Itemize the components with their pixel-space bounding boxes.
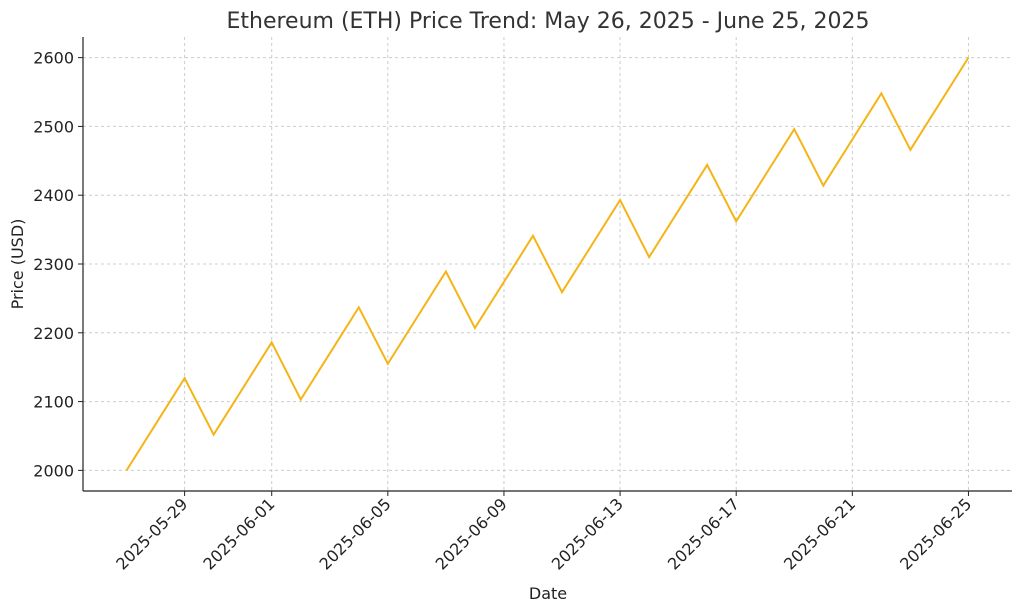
x-tick-label: 2025-06-01: [199, 494, 278, 573]
y-tick-label: 2200: [33, 324, 74, 343]
y-tick-label: 2500: [33, 117, 74, 136]
price-series-line: [125, 57, 970, 471]
y-tick-label: 2100: [33, 393, 74, 412]
y-tick-label: 2300: [33, 255, 74, 274]
x-tick-label: 2025-06-17: [664, 494, 743, 573]
chart-title: Ethereum (ETH) Price Trend: May 26, 2025…: [226, 9, 869, 34]
y-tick-label: 2000: [33, 461, 74, 480]
x-tick-label: 2025-06-05: [315, 494, 394, 573]
x-tick-label: 2025-05-29: [112, 494, 191, 573]
y-tick-label: 2400: [33, 186, 74, 205]
grid: [83, 37, 1012, 491]
y-axis-label: Price (USD): [8, 219, 27, 310]
x-axis-label: Date: [529, 584, 567, 603]
x-tick-label: 2025-06-09: [432, 494, 511, 573]
y-tick-label: 2600: [33, 49, 74, 68]
x-tick-label: 2025-06-13: [548, 494, 627, 573]
x-tick-label: 2025-06-21: [780, 494, 859, 573]
x-tick-label: 2025-06-25: [896, 494, 975, 573]
series-layer: [125, 57, 970, 471]
